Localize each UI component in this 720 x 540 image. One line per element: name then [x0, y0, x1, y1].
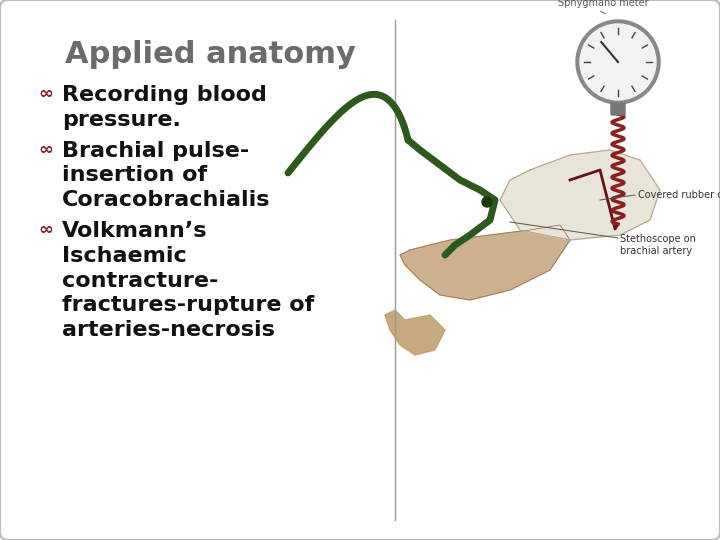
Text: Applied anatomy: Applied anatomy [65, 40, 356, 69]
Circle shape [580, 24, 656, 100]
Text: ∞: ∞ [38, 221, 53, 239]
Text: Brachial pulse-: Brachial pulse- [62, 140, 249, 160]
Polygon shape [500, 150, 660, 240]
Text: ∞: ∞ [38, 140, 53, 159]
Text: Stethoscope on
brachial artery: Stethoscope on brachial artery [620, 234, 696, 256]
Text: Covered rubber cuff: Covered rubber cuff [638, 190, 720, 200]
Text: pressure.: pressure. [62, 110, 181, 130]
Polygon shape [400, 225, 570, 300]
Text: Volkmann’s: Volkmann’s [62, 221, 207, 241]
Text: arteries-necrosis: arteries-necrosis [62, 320, 275, 340]
Text: contracture-: contracture- [62, 271, 218, 291]
Circle shape [482, 197, 492, 207]
Text: Ischaemic: Ischaemic [62, 246, 186, 266]
Text: Recording blood: Recording blood [62, 85, 267, 105]
Text: Sphygmano meter: Sphygmano meter [558, 0, 649, 8]
FancyBboxPatch shape [611, 103, 625, 115]
Polygon shape [385, 310, 445, 355]
Text: insertion of: insertion of [62, 165, 207, 185]
Text: ∞: ∞ [38, 85, 53, 103]
Circle shape [576, 20, 660, 104]
Text: Coracobrachialis: Coracobrachialis [62, 190, 271, 210]
Text: fractures-rupture of: fractures-rupture of [62, 295, 314, 315]
